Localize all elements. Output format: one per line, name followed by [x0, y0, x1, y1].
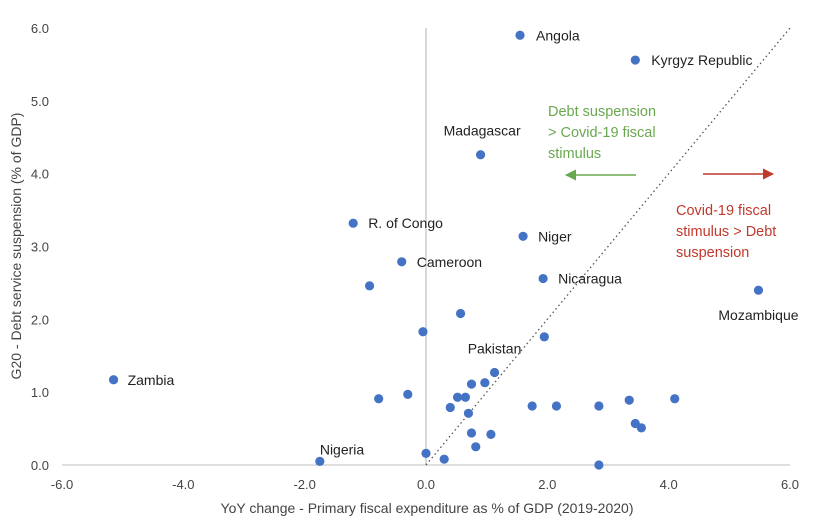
data-points — [108, 30, 764, 470]
point-label: Zambia — [128, 372, 175, 388]
data-point — [636, 423, 646, 433]
data-point — [538, 273, 548, 284]
point-label: Nicaragua — [558, 271, 622, 287]
data-point — [418, 327, 428, 337]
x-tick-label: 2.0 — [538, 477, 556, 492]
data-point — [471, 442, 481, 452]
annotation-red-text: Covid-19 fiscal — [676, 203, 771, 219]
data-point — [527, 401, 537, 411]
data-point — [463, 408, 474, 418]
data-point — [489, 367, 500, 378]
annotation-green-text: Debt suspension — [548, 104, 656, 120]
axes: -6.0 -4.0 -2.0 0.0 2.0 4.0 6.0 0.0 1.0 2.0 3.0 4.0 5… — [31, 21, 799, 492]
data-point — [551, 401, 562, 411]
data-point — [486, 429, 496, 440]
data-point — [374, 394, 384, 404]
data-point — [460, 392, 471, 402]
data-point — [624, 395, 634, 405]
y-axis-title: G20 - Debt service suspension (% of GDP) — [8, 113, 24, 380]
annotation-green-text: stimulus — [548, 146, 601, 162]
point-label: R. of Congo — [368, 215, 443, 231]
y-tick-label: 3.0 — [31, 240, 49, 255]
point-label: Niger — [538, 228, 572, 244]
point-label: Angola — [536, 27, 580, 43]
reference-line — [425, 27, 791, 466]
y-tick-label: 5.0 — [31, 94, 49, 109]
data-point — [452, 392, 463, 402]
data-point — [630, 55, 640, 65]
data-point — [466, 428, 477, 438]
data-point — [108, 375, 119, 385]
data-point — [753, 285, 764, 295]
data-point — [403, 389, 413, 399]
x-tick-label: -4.0 — [172, 477, 194, 492]
point-labels: Angola Kyrgyz Republic Madagascar R. of Con… — [128, 27, 799, 457]
annotations: Debt suspension > Covid-19 fiscal stimulus… — [548, 104, 776, 261]
data-point — [466, 379, 477, 389]
point-label: Kyrgyz Republic — [651, 52, 752, 68]
y-tick-label: 2.0 — [31, 312, 49, 327]
annotation-green-text: > Covid-19 fiscal — [548, 125, 656, 141]
data-point — [315, 456, 325, 466]
data-point — [480, 378, 490, 388]
y-tick-label: 0.0 — [31, 458, 49, 473]
x-tick-label: 0.0 — [417, 477, 435, 492]
data-point — [455, 308, 466, 319]
point-label: Cameroon — [417, 254, 482, 270]
point-label: Madagascar — [444, 123, 521, 139]
data-point — [515, 30, 525, 40]
data-point — [539, 332, 549, 342]
annotation-red-text: stimulus > Debt — [676, 224, 776, 240]
data-point — [594, 460, 604, 470]
data-point — [445, 402, 455, 413]
data-point — [439, 454, 449, 464]
data-point — [364, 281, 375, 291]
x-tick-label: 6.0 — [781, 477, 799, 492]
y-tick-label: 1.0 — [31, 385, 49, 400]
annotation-red-text: suspension — [676, 245, 749, 261]
x-tick-label: -2.0 — [293, 477, 315, 492]
data-point — [348, 218, 358, 228]
point-label: Nigeria — [320, 441, 365, 457]
point-label: Mozambique — [718, 307, 798, 323]
data-point — [421, 448, 431, 458]
point-label: Pakistan — [468, 341, 522, 357]
data-point — [476, 150, 486, 160]
data-point — [594, 401, 604, 411]
y-tick-label: 4.0 — [31, 167, 49, 182]
reference-line-group — [425, 27, 791, 466]
x-tick-label: -6.0 — [51, 477, 73, 492]
y-tick-label: 6.0 — [31, 21, 49, 36]
x-tick-label: 4.0 — [660, 477, 678, 492]
data-point — [670, 394, 680, 404]
data-point — [518, 231, 528, 241]
x-axis-title: YoY change - Primary fiscal expenditure … — [221, 500, 634, 516]
data-point — [397, 257, 407, 267]
